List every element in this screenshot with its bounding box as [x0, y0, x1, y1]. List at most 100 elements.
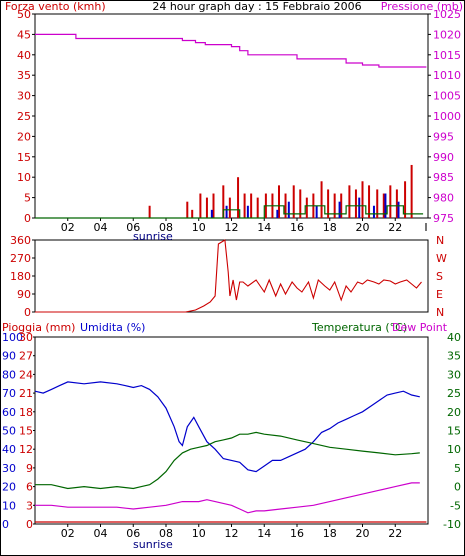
sunrise-label-top: sunrise	[133, 230, 173, 243]
pressure-y-tick: 1025	[433, 8, 461, 21]
temperature-axis-label: Temperatura (°C)	[311, 321, 407, 334]
humidity-y-tick: 40	[2, 443, 16, 456]
x-tick-top: 12	[225, 221, 239, 234]
rain-y-tick: 24	[19, 368, 33, 381]
x-tick-top: 20	[356, 221, 370, 234]
x-tick-top: 22	[388, 221, 402, 234]
temperature-y-tick: 5	[454, 462, 461, 475]
direction-y-tick: 270	[10, 252, 31, 265]
wind-y-tick: 10	[17, 171, 31, 184]
humidity-y-tick: 30	[2, 462, 16, 475]
pressure-y-tick: 1010	[433, 69, 461, 82]
humidity-y-tick: 20	[2, 481, 16, 494]
pressure-y-tick: 1020	[433, 28, 461, 41]
rht-series-line-0	[34, 381, 420, 473]
rain-y-tick: 9	[26, 462, 33, 475]
rain-y-tick: 18	[19, 406, 33, 419]
temperature-y-tick: 40	[447, 331, 461, 344]
x-tick-top: 02	[61, 221, 75, 234]
wind-y-tick: 25	[17, 110, 31, 123]
wind-y-tick: 35	[17, 69, 31, 82]
direction-compass-tick: S	[436, 270, 443, 283]
wind-y-tick: 15	[17, 151, 31, 164]
humidity-y-tick: 10	[2, 499, 16, 512]
wind-y-tick: 30	[17, 90, 31, 103]
panel-direction-frame	[34, 239, 429, 313]
x-tick-bottom: 14	[257, 527, 271, 540]
humidity-y-tick: 60	[2, 406, 16, 419]
pressure-y-tick: 990	[433, 151, 454, 164]
x-tick-top: 06	[126, 221, 140, 234]
wind-axis-label: Forza vento (kmh)	[5, 0, 106, 13]
dewpoint-axis-label: Dew Point	[392, 321, 448, 334]
temperature-y-tick: 0	[454, 481, 461, 494]
wind-y-tick: 20	[17, 130, 31, 143]
rht-series-line-2	[35, 482, 420, 514]
direction-y-tick: 0	[24, 306, 31, 319]
x-tick-bottom: 18	[323, 527, 337, 540]
rain-y-tick: 6	[26, 481, 33, 494]
wind-direction-line	[35, 239, 422, 313]
pressure-y-tick: 985	[433, 171, 454, 184]
temperature-y-tick: -10	[443, 518, 461, 531]
x-tick-bottom: 04	[94, 527, 108, 540]
x-tick-bottom: 12	[225, 527, 239, 540]
series-line-0	[35, 33, 427, 68]
sunrise-label-bottom: sunrise	[133, 538, 173, 551]
x-tick-bottom: 02	[61, 527, 75, 540]
rain-y-tick: 12	[19, 443, 33, 456]
panel-rht-frame	[34, 336, 429, 525]
humidity-y-tick: 50	[2, 425, 16, 438]
humidity-y-tick: 0	[2, 518, 9, 531]
temperature-y-tick: 25	[447, 387, 461, 400]
pressure-axis-label: Pressione (mb)	[381, 0, 463, 13]
x-tick-top: 04	[94, 221, 108, 234]
direction-compass-tick: N	[436, 234, 444, 247]
pressure-y-tick: 1015	[433, 49, 461, 62]
chart-title: 24 hour graph day : 15 Febbraio 2006	[152, 0, 361, 13]
x-tick-top: 10	[192, 221, 206, 234]
wind-y-tick: 5	[24, 192, 31, 205]
temperature-y-tick: -5	[450, 499, 461, 512]
temperature-y-tick: 35	[447, 350, 461, 363]
direction-y-tick: 90	[17, 288, 31, 301]
x-tick-bottom: 16	[290, 527, 304, 540]
temperature-y-tick: 20	[447, 406, 461, 419]
direction-y-tick: 180	[10, 270, 31, 283]
direction-compass-tick: N	[436, 306, 444, 319]
x-tick-bottom: 08	[159, 527, 173, 540]
pressure-y-tick: 975	[433, 212, 454, 225]
rht-series-line-1	[35, 431, 420, 490]
pressure-y-tick: 980	[433, 192, 454, 205]
wind-y-tick: 40	[17, 49, 31, 62]
series-line-3	[35, 205, 424, 219]
pressure-y-tick: 1005	[433, 90, 461, 103]
direction-y-tick: 360	[10, 234, 31, 247]
wind-y-tick: 45	[17, 28, 31, 41]
direction-compass-tick: E	[436, 288, 443, 301]
rain-y-tick: 30	[19, 331, 33, 344]
x-tick-bottom: 06	[126, 527, 140, 540]
humidity-axis-label: Umidita (%)	[80, 321, 145, 334]
x-tick-bottom: 22	[388, 527, 402, 540]
x-tick-bottom: 10	[192, 527, 206, 540]
pressure-y-tick: 1000	[433, 110, 461, 123]
x-tick-bottom: 20	[356, 527, 370, 540]
rain-axis-label: Pioggia (mm)	[2, 321, 75, 334]
wind-y-tick: 0	[24, 212, 31, 225]
x-tick-top: 08	[159, 221, 173, 234]
x-tick-top: 18	[323, 221, 337, 234]
x-tick-top: 14	[257, 221, 271, 234]
x-end-tick: I	[424, 221, 427, 234]
humidity-y-tick: 90	[2, 350, 16, 363]
temperature-y-tick: 10	[447, 443, 461, 456]
rain-y-tick: 0	[26, 518, 33, 531]
rain-y-tick: 15	[19, 425, 33, 438]
direction-compass-tick: W	[436, 252, 447, 265]
x-tick-top: 16	[290, 221, 304, 234]
humidity-y-tick: 70	[2, 387, 16, 400]
temperature-y-tick: 30	[447, 368, 461, 381]
wind-y-tick: 50	[17, 8, 31, 21]
rain-y-tick: 27	[19, 350, 33, 363]
